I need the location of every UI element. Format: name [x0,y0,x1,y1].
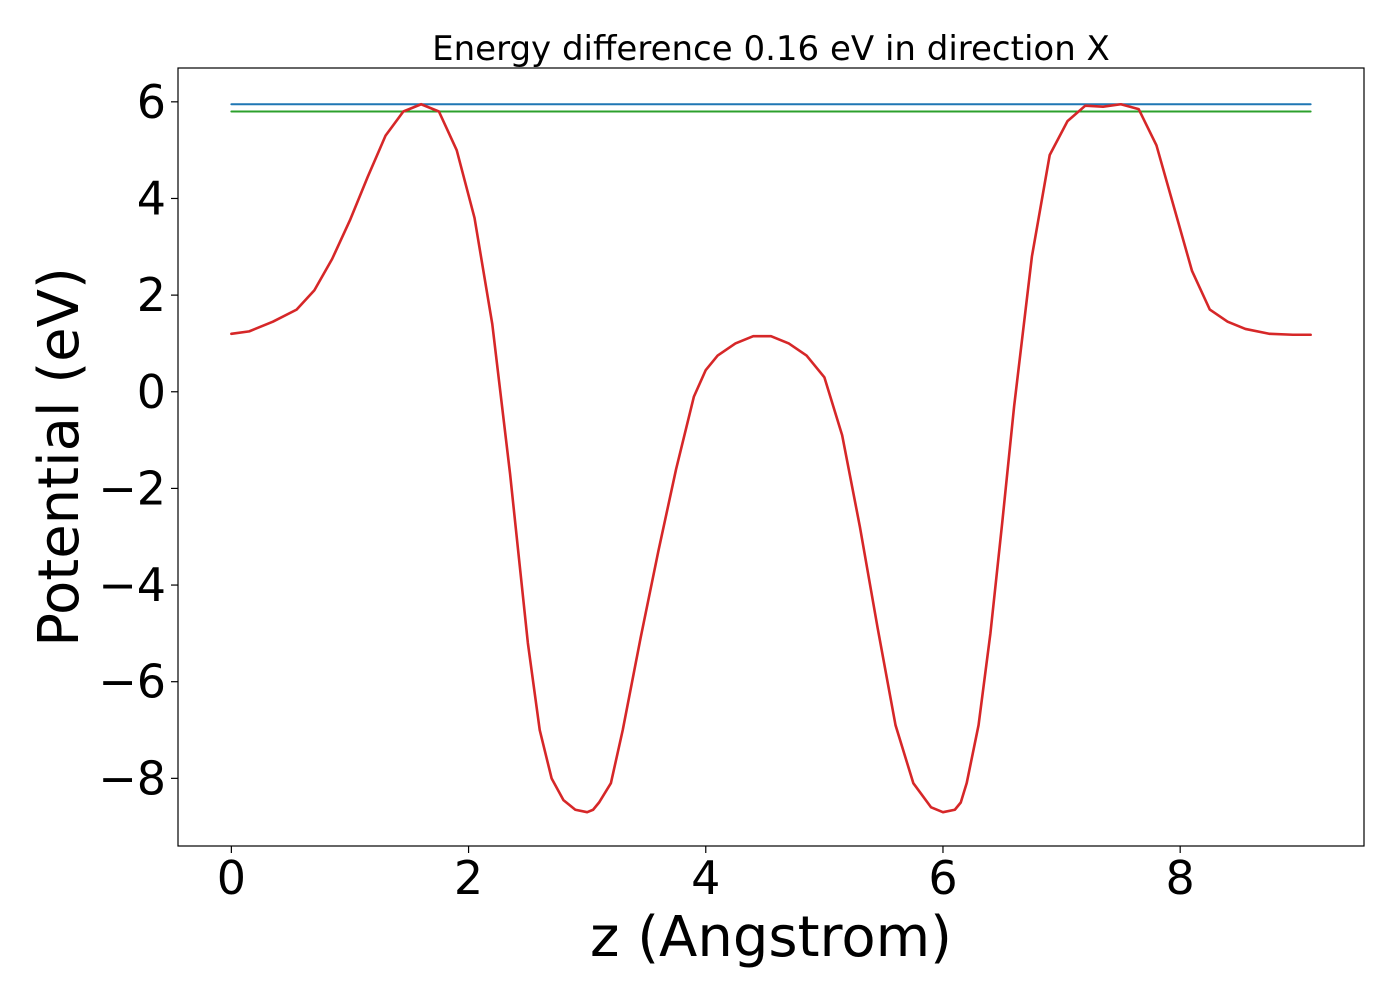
axes-layer: 0 2 4 6 8 −8 −6 −4 −2 0 2 4 6 [98,67,1365,905]
x-axis-title: z (Angstrom) [590,905,952,970]
y-tick-label: 6 [137,75,166,129]
plot-layer [230,102,1312,814]
y-tick-label: 2 [137,268,166,322]
y-tick-label: 4 [137,171,166,225]
y-tick-label: −4 [98,558,166,612]
series-line-3 [230,102,1312,814]
x-tick-label: 0 [217,851,246,905]
plot-frame [177,67,1365,847]
y-tick-label: −2 [98,461,166,515]
x-tick-label: 6 [928,851,957,905]
x-tick-label: 8 [1166,851,1195,905]
y-tick-label: 0 [137,365,166,419]
x-tick-label: 2 [454,851,483,905]
y-axis-title: Potential (eV) [27,267,92,647]
y-tick-label: −6 [98,655,166,709]
x-tick-label: 4 [691,851,720,905]
chart-title: Energy difference 0.16 eV in direction X [432,29,1110,69]
y-tick-label: −8 [98,751,166,805]
